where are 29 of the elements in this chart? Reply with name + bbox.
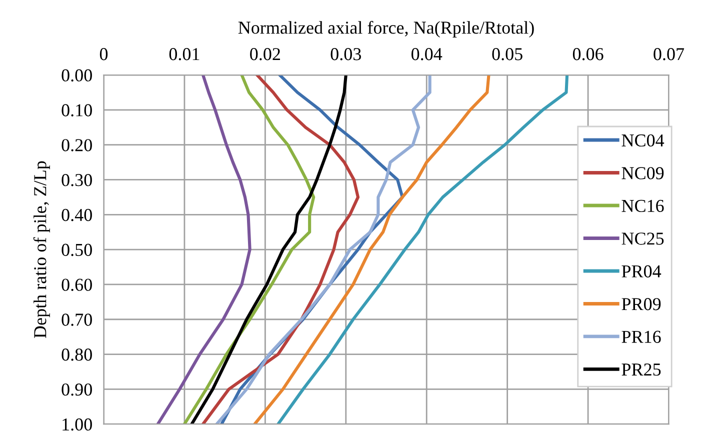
- y-tick-label: 0.20: [62, 139, 92, 152]
- x-tick-label: 0.01: [169, 48, 200, 60]
- legend-label: NC04: [622, 134, 664, 147]
- y-tick-label: 0.00: [62, 69, 92, 82]
- x-tick-label: 0.02: [250, 48, 280, 60]
- x-tick-label: 0.04: [412, 48, 442, 60]
- y-tick-label: 0.90: [62, 383, 92, 396]
- y-tick-label: 1.00: [62, 418, 92, 431]
- y-tick-label: 0.30: [62, 174, 92, 186]
- legend-label: PR09: [622, 298, 661, 310]
- x-tick-label: 0.07: [654, 48, 684, 60]
- y-tick-label: 0.50: [62, 244, 92, 256]
- y-tick-label: 0.10: [62, 104, 92, 116]
- legend-label: PR16: [622, 330, 661, 343]
- x-axis-title: Normalized axial force, Na(Rpile/Rtotal): [238, 20, 534, 38]
- x-tick-label: 0.06: [572, 48, 604, 60]
- x-tick-label: 0: [100, 48, 108, 60]
- x-tick-label: 0.05: [492, 48, 522, 60]
- legend-label: NC16: [622, 200, 664, 212]
- legend-label: PR25: [622, 364, 661, 376]
- legend-label: NC25: [622, 232, 664, 245]
- y-tick-label: 0.40: [62, 208, 92, 222]
- y-tick-label: 0.80: [62, 348, 92, 361]
- legend-label: PR04: [622, 265, 662, 278]
- x-tick-label: 0.03: [330, 48, 361, 60]
- y-axis-title: Depth ratio of pile, Z/Lp: [33, 161, 50, 338]
- y-tick-label: 0.70: [62, 314, 92, 326]
- y-tick-label: 0.60: [62, 278, 92, 291]
- legend-label: NC09: [622, 167, 664, 180]
